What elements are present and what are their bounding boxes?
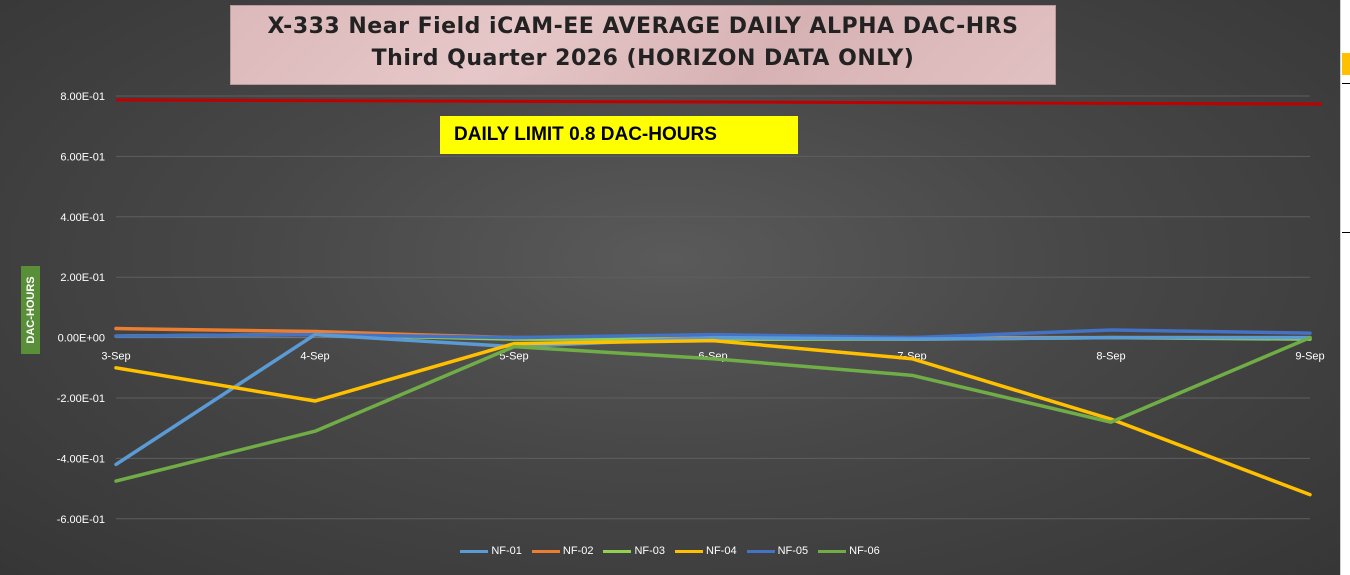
- y-tick-label: -2.00E-01: [57, 393, 105, 405]
- x-tick-label: 4-Sep: [300, 351, 329, 363]
- series-line-nf-04: [114, 338, 1312, 497]
- legend-label: NF-05: [777, 545, 809, 557]
- x-tick-label: 8-Sep: [1096, 351, 1125, 363]
- legend-swatch: [818, 549, 847, 553]
- y-tick-label: 0.00E+00: [58, 333, 105, 345]
- legend-swatch: [746, 549, 775, 553]
- y-tick-label: 8.00E-01: [60, 91, 105, 103]
- legend-swatch: [531, 549, 560, 553]
- gridlines: [116, 95, 1310, 520]
- legend-item-nf-01: NF-01: [460, 545, 522, 557]
- legend-label: NF-01: [491, 545, 522, 557]
- legend-item-nf-03: NF-03: [603, 545, 665, 557]
- chart-legend: NF-01 NF-02 NF-03 NF-04 NF-05 NF-06: [0, 543, 1340, 559]
- adjacent-bordered-cell: [1342, 83, 1350, 233]
- y-tick-label: -4.00E-01: [57, 453, 105, 465]
- x-tick-label: 9-Sep: [1295, 351, 1324, 363]
- y-axis-ticks: 8.00E-01 6.00E-01 4.00E-01 2.00E-01 0.00E+00…: [57, 91, 105, 526]
- series-lines: [114, 326, 1312, 497]
- y-tick-label: 2.00E-01: [60, 272, 105, 284]
- legend-label: NF-06: [849, 545, 880, 557]
- chart-title-line2: Third Quarter 2026 (HORIZON DATA ONLY): [371, 46, 915, 71]
- x-tick-label: 3-Sep: [101, 351, 130, 363]
- daily-limit-line: [115, 98, 1323, 106]
- chart-title-box: X-333 Near Field iCAM-EE AVERAGE DAILY A…: [230, 5, 1056, 85]
- y-axis-title-text: DAC-HOURS: [24, 276, 37, 344]
- daily-limit-label: DAILY LIMIT 0.8 DAC-HOURS: [440, 116, 798, 154]
- legend-item-nf-04: NF-04: [675, 545, 737, 557]
- legend-item-nf-05: NF-05: [746, 545, 809, 557]
- y-axis-title: DAC-HOURS: [21, 266, 40, 354]
- y-tick-label: 6.00E-01: [60, 151, 105, 163]
- series-line-nf-06: [114, 335, 1312, 483]
- x-tick-label: 5-Sep: [499, 351, 528, 363]
- limit-line-layer: [115, 98, 1323, 106]
- legend-swatch: [675, 549, 703, 553]
- legend-label: NF-04: [706, 545, 737, 557]
- legend-item-nf-02: NF-02: [531, 545, 594, 557]
- x-axis-ticks: 3-Sep 4-Sep 5-Sep 6-Sep 7-Sep 8-Sep 9-Sep: [101, 351, 1324, 363]
- adjacent-yellow-cell: [1342, 53, 1350, 75]
- y-tick-label: -6.00E-01: [57, 514, 105, 526]
- legend-label: NF-02: [562, 545, 594, 557]
- legend-swatch: [603, 549, 632, 553]
- legend-swatch: [460, 549, 489, 553]
- chart-title-line1: X-333 Near Field iCAM-EE AVERAGE DAILY A…: [267, 14, 1019, 39]
- series-line-nf-01: [114, 332, 1312, 467]
- y-tick-label: 4.00E-01: [60, 212, 105, 224]
- adjacent-sheet-edge: [1340, 0, 1350, 575]
- legend-label: NF-03: [634, 545, 665, 557]
- legend-item-nf-06: NF-06: [818, 545, 880, 557]
